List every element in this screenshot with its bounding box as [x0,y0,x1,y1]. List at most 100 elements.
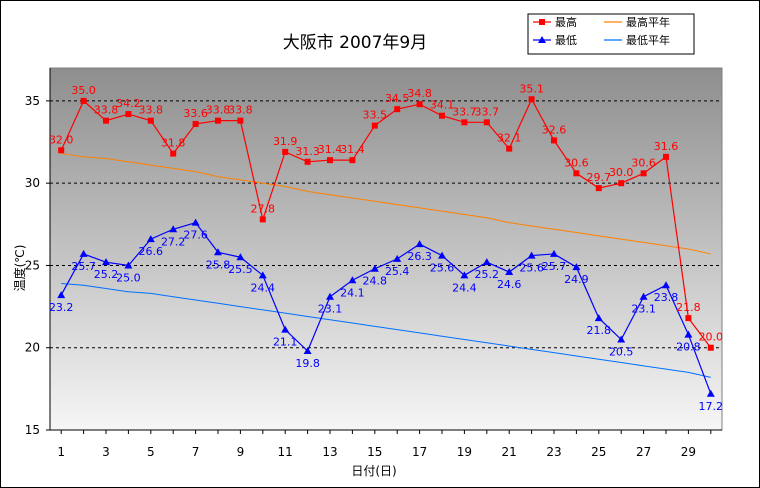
data-point-min [57,291,66,299]
data-label-min: 25.7 [71,260,96,273]
y-tick-label: 20 [25,341,40,355]
data-label-max: 31.8 [161,137,186,150]
x-tick-label: 13 [322,445,337,459]
data-point-min [550,249,558,257]
data-point-max [595,185,602,192]
data-point-max [327,157,333,164]
data-point-min [684,330,693,338]
data-label-min: 25.6 [430,262,455,275]
data-point-max [551,137,557,144]
data-label-min: 19.8 [295,357,320,370]
data-label-max: 33.7 [452,105,477,118]
data-point-min [214,248,222,256]
x-axis-label: 日付(日) [351,464,396,478]
data-label-max: 34.8 [407,87,432,100]
data-point-min [348,276,357,284]
plot-area [49,67,723,431]
series-layer [57,96,715,397]
data-point-max [416,101,423,108]
data-point-min [146,235,155,243]
series-line [60,221,712,395]
x-tick-label: 7 [192,445,200,459]
data-label-max: 20.0 [699,331,724,344]
x-tick-label: 21 [502,445,517,459]
data-point-min [572,263,581,271]
data-label-min: 27.6 [183,229,208,242]
data-point-min [706,389,715,397]
data-label-max: 32.6 [542,123,567,136]
x-tick-label: 23 [546,445,561,459]
data-point-min [393,254,402,262]
data-label-max: 34.2 [116,97,141,110]
data-label-min: 25.2 [475,268,500,281]
data-label-max: 33.8 [139,104,164,117]
data-label-min: 20.8 [676,341,701,354]
data-labels: 32.035.033.834.233.831.833.633.833.827.8… [49,82,723,413]
data-point-max [125,111,132,118]
data-point-max [618,180,625,187]
x-tick-label: 19 [457,445,472,459]
data-point-max [528,96,535,103]
data-point-min [662,281,670,289]
data-point-max [349,157,356,164]
x-tick-label: 1 [57,445,65,459]
data-label-min: 26.3 [407,250,432,263]
data-point-min [102,258,110,266]
data-label-min: 25.7 [542,260,567,273]
data-label-min: 17.2 [699,400,724,413]
x-tick-label: 3 [102,445,110,459]
data-label-max: 27.8 [251,202,276,215]
data-label-min: 25.4 [385,265,410,278]
data-point-max [573,170,580,177]
data-label-max: 31.4 [318,143,343,156]
data-label-min: 20.5 [609,346,634,359]
legend-label: 最高 [555,15,577,29]
legend-marker [539,19,545,25]
y-tick-label: 30 [25,176,40,190]
data-label-min: 25.2 [94,268,119,281]
data-label-min: 24.6 [497,278,522,291]
data-point-min [415,240,424,248]
data-point-max [483,119,490,126]
data-point-min [236,253,245,261]
x-tick-label: 11 [278,445,293,459]
data-label-max: 34.1 [430,99,455,112]
data-label-min: 25.0 [116,271,141,284]
x-tick-label: 27 [636,445,651,459]
data-point-min [482,258,491,266]
data-point-max [103,117,109,124]
x-tick-label: 25 [591,445,606,459]
data-label-max: 33.7 [475,105,500,118]
data-label-max: 33.8 [94,104,119,117]
data-point-max [147,117,154,124]
data-label-min: 24.8 [363,275,388,288]
x-tick-label: 17 [412,445,427,459]
data-point-max [170,150,177,157]
data-label-max: 35.1 [519,82,544,95]
data-point-min [191,218,200,226]
data-point-min [505,268,514,276]
data-label-min: 25.5 [228,263,253,276]
data-label-max: 29.7 [587,171,612,184]
data-point-min [594,314,603,322]
x-tick-label: 9 [237,445,245,459]
data-label-max: 31.3 [295,145,320,158]
legend-box [527,13,695,55]
data-label-min: 23.1 [318,303,343,316]
y-tick-label: 15 [25,423,40,437]
data-point-max [506,145,513,152]
data-label-min: 26.6 [139,245,164,258]
legend-label: 最低 [555,34,577,47]
data-label-min: 27.2 [161,235,186,248]
data-label-max: 32.1 [497,132,522,145]
data-label-max: 35.0 [71,84,96,97]
data-point-max [640,170,647,177]
data-label-min: 25.8 [206,258,231,271]
data-label-max: 30.6 [631,156,656,169]
data-point-min [617,335,626,343]
data-point-max [394,106,401,113]
data-label-max: 21.8 [676,301,701,314]
data-label-max: 32.0 [49,133,74,146]
